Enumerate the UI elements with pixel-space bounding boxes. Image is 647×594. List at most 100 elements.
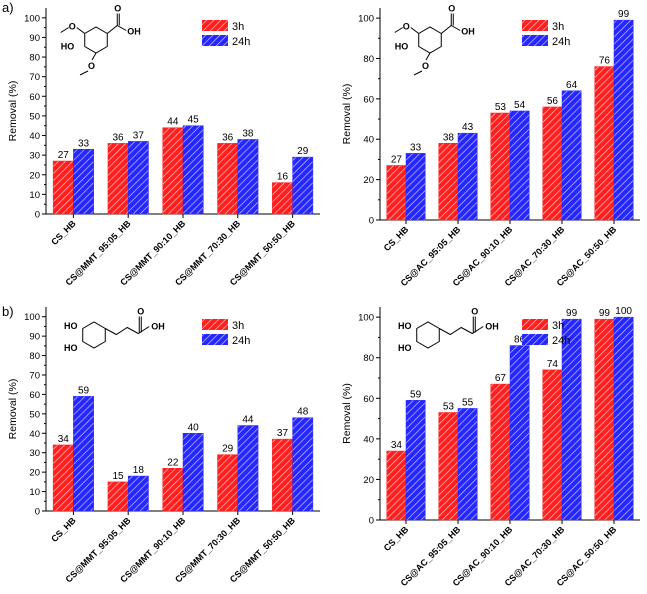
category-label: CS_HB — [382, 524, 411, 553]
bar-value-label: 54 — [514, 100, 526, 111]
legend-swatch-3h — [522, 319, 548, 330]
bar-value-label: 40 — [188, 422, 200, 433]
panel-label-a: a) — [2, 0, 14, 15]
legend-swatch-3h — [202, 20, 228, 31]
bar-value-label: 27 — [58, 150, 70, 161]
bar-24h-3 — [237, 425, 259, 512]
molecule-bond — [60, 27, 70, 33]
bar-value-label: 27 — [391, 154, 403, 165]
y-tick-label: 100 — [358, 14, 374, 25]
bar-24h-0 — [405, 400, 426, 521]
bar-24h-2 — [509, 345, 530, 521]
legend-label: 24h — [552, 335, 570, 347]
molecule-bond — [91, 52, 97, 61]
y-tick-label: 40 — [363, 434, 374, 445]
bar-value-label: 15 — [112, 471, 124, 482]
y-tick-label: 80 — [363, 353, 374, 364]
bar-3h-1 — [438, 143, 459, 221]
bar-value-label: 56 — [547, 96, 559, 107]
molecule-atom-label: HO — [398, 343, 412, 353]
y-tick-label: 10 — [29, 190, 40, 201]
bar-value-label: 99 — [618, 9, 630, 20]
y-axis-title: Removal (%) — [7, 81, 19, 142]
bar-3h-3 — [542, 369, 563, 521]
legend-swatch-24h — [202, 35, 228, 46]
legend-label: 3h — [232, 320, 244, 332]
legend-swatch-3h — [522, 20, 548, 31]
molecule-atom-label: O — [471, 307, 478, 317]
legend-label: 3h — [552, 320, 564, 332]
y-tick-label: 0 — [369, 516, 374, 527]
legend-label: 24h — [232, 335, 250, 347]
y-tick-label: 20 — [29, 468, 40, 479]
molecule-chain — [105, 326, 150, 336]
bar-3h-3 — [542, 106, 563, 221]
y-tick-label: 100 — [24, 312, 40, 323]
molecule-bond — [413, 70, 423, 76]
chart-b-left: 0 10 20 30 40 50 60 70 80 90 100 Removal (%) 34 59 CS_… — [7, 307, 320, 585]
bar-24h-1 — [127, 141, 149, 215]
bar-3h-0 — [52, 444, 74, 512]
chart-a-left: 0 10 20 30 40 50 60 70 80 90 100 Removal (%) 27 33 CS_… — [7, 4, 320, 288]
bar-value-label: 74 — [547, 359, 559, 370]
molecule-atom-label: O — [403, 22, 410, 32]
y-tick-label: 10 — [29, 487, 40, 498]
bar-3h-2 — [162, 468, 184, 512]
y-tick-label: 80 — [29, 53, 40, 64]
molecule-atom-label: HO — [395, 42, 409, 52]
y-tick-label: 40 — [363, 135, 374, 146]
molecule-bond — [117, 25, 127, 31]
y-tick-label: 70 — [29, 72, 40, 83]
molecule-atom-label: OH — [461, 27, 475, 37]
molecule-atom-label: HO — [64, 321, 78, 331]
molecule-atom-label: O — [69, 22, 76, 32]
y-tick-label: 20 — [363, 475, 374, 486]
molecule-bond — [106, 25, 118, 34]
bar-3h-2 — [490, 383, 511, 521]
y-tick-label: 50 — [29, 111, 40, 122]
molecule-atom-label: OH — [127, 27, 141, 37]
bar-3h-1 — [107, 481, 129, 512]
bar-3h-4 — [272, 182, 293, 215]
bar-value-label: 45 — [188, 115, 200, 126]
y-axis-title: Removal (%) — [341, 383, 353, 444]
bar-value-label: 55 — [462, 397, 474, 408]
bar-24h-2 — [182, 433, 204, 512]
y-tick-label: 80 — [29, 351, 40, 362]
y-tick-label: 30 — [29, 151, 40, 162]
bar-24h-1 — [127, 475, 149, 512]
bar-value-label: 38 — [242, 128, 254, 139]
category-label: CS_HB — [49, 218, 78, 247]
bar-24h-1 — [457, 132, 478, 221]
y-tick-label: 100 — [24, 13, 40, 24]
molecule-atom-label: HO — [64, 343, 78, 353]
bar-24h-4 — [613, 316, 634, 521]
bar-3h-3 — [217, 454, 239, 512]
y-tick-label: 90 — [29, 33, 40, 44]
molecule-atom-label: OH — [151, 322, 165, 332]
y-axis-title: Removal (%) — [7, 379, 19, 440]
y-tick-label: 100 — [358, 313, 374, 324]
molecule-atom-label: HO — [398, 321, 412, 331]
y-tick-label: 30 — [29, 448, 40, 459]
bar-value-label: 53 — [443, 401, 455, 412]
bar-3h-0 — [386, 165, 407, 221]
bar-24h-4 — [292, 417, 314, 512]
y-tick-label: 20 — [29, 170, 40, 181]
legend-label: 24h — [552, 36, 570, 48]
molecule-chain — [439, 326, 484, 336]
bar-value-label: 44 — [167, 117, 179, 128]
bar-value-label: 29 — [222, 444, 234, 455]
bar-value-label: 59 — [410, 389, 422, 400]
bar-24h-0 — [73, 396, 94, 512]
bar-3h-0 — [386, 450, 407, 521]
bar-value-label: 48 — [297, 407, 309, 418]
legend-label: 24h — [232, 36, 250, 48]
molecule-atom-label: O — [448, 4, 455, 14]
bar-value-label: 34 — [58, 434, 70, 445]
bar-3h-2 — [162, 127, 184, 215]
bar-24h-3 — [561, 318, 582, 521]
molecule-atom-label: OH — [485, 322, 499, 332]
